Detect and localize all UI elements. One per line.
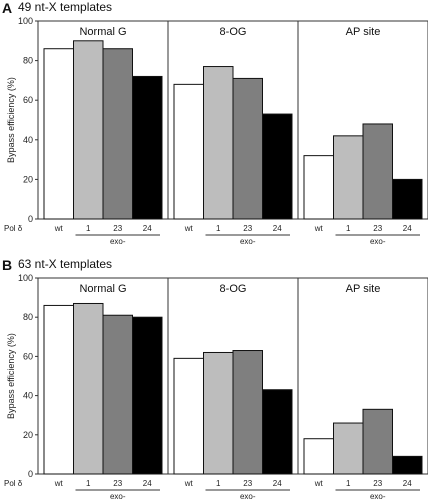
panel-b-bar xyxy=(333,422,364,475)
panel-b-pol-label: Pol δ xyxy=(4,479,23,488)
panel-a-bar xyxy=(362,123,393,220)
panel-a-y-tick-label: 40 xyxy=(23,135,33,145)
panel-a-y-tick-label: 80 xyxy=(23,56,33,66)
panel-b-category-label: wt xyxy=(184,479,194,488)
panel-a-bar xyxy=(102,48,133,220)
panel-b-bar xyxy=(303,438,334,475)
panel-a-category-label: 24 xyxy=(273,224,282,233)
panel-b-category-label: 1 xyxy=(346,479,351,488)
panel-a-bar xyxy=(262,113,293,220)
panel-a-group-label: 8-OG xyxy=(220,26,247,38)
panel-b-category-label: 1 xyxy=(216,479,221,488)
panel-a-exo-label: exo- xyxy=(240,237,256,246)
panel-a-category-label: 1 xyxy=(86,224,91,233)
panel-b-category-label: 24 xyxy=(403,479,412,488)
panel-b-group-label: 8-OG xyxy=(220,283,247,295)
panel-a-bar xyxy=(173,83,204,220)
panel-b-category-label: 23 xyxy=(113,479,122,488)
panel-b-y-tick-label: 0 xyxy=(28,469,33,479)
panel-a-category-label: 23 xyxy=(373,224,382,233)
panel-b-y-tick-label: 20 xyxy=(23,430,33,440)
panel-a-exo-label: exo- xyxy=(370,237,386,246)
panel-a-bar xyxy=(132,75,163,220)
panel-b-chart: Bypass efficiency (%) 0 20 40 60 80 100 Normal … xyxy=(4,273,428,501)
panel-a-title: 49 nt-X templates xyxy=(18,0,113,14)
panel-b-y-tick-label: 40 xyxy=(23,391,33,401)
panel-a-bar xyxy=(203,66,234,220)
panel-b-y-axis-label: Bypass efficiency (%) xyxy=(6,333,16,419)
panel-a-chart: Bypass efficiency (%) 0 20 40 60 80 100 Normal … xyxy=(4,16,428,246)
panel-a-bar xyxy=(392,178,423,220)
panel-b-title: 63 nt-X templates xyxy=(18,257,113,271)
panel-a-category-label: 1 xyxy=(346,224,351,233)
panel-a-pol-label: Pol δ xyxy=(4,224,23,233)
panel-a-exo-label: exo- xyxy=(110,237,126,246)
panel-b-category-label: 23 xyxy=(373,479,382,488)
panel-b-bar xyxy=(132,316,163,475)
panel-b-bar xyxy=(173,357,204,475)
panel-b-bar xyxy=(392,455,423,475)
panel-a-group-label: AP site xyxy=(346,26,381,38)
panel-b-bar xyxy=(73,302,104,475)
panel-b-category-label: 1 xyxy=(86,479,91,488)
panel-b-group-label: AP site xyxy=(346,283,381,295)
panel-b-category-label: 24 xyxy=(143,479,152,488)
panel-b-group-label: Normal G xyxy=(79,283,126,295)
panel-a-category-label: 24 xyxy=(403,224,412,233)
panel-b-bar xyxy=(232,350,263,475)
panel-b-bar xyxy=(362,408,393,475)
panel-a-category-label: 23 xyxy=(113,224,122,233)
panel-a-bar xyxy=(303,155,334,220)
panel-b-y-tick-label: 60 xyxy=(23,351,33,361)
panel-a-group-label: Normal G xyxy=(79,26,126,38)
panel-a-bar xyxy=(333,135,364,220)
panel-a-letter: A xyxy=(2,0,13,16)
panel-a-category-label: 24 xyxy=(143,224,152,233)
panel-b-exo-label: exo- xyxy=(110,492,126,501)
panel-b-y-tick-label: 100 xyxy=(18,273,33,283)
panel-b-bar xyxy=(43,304,74,475)
panel-b-category-label: 24 xyxy=(273,479,282,488)
panel-b-y-tick-label: 80 xyxy=(23,312,33,322)
panel-b-category-label: wt xyxy=(54,479,64,488)
panel-a-y-tick-label: 100 xyxy=(18,16,33,26)
panel-a-y-tick-label: 0 xyxy=(28,214,33,224)
panel-a-y-tick-label: 60 xyxy=(23,95,33,105)
panel-b-exo-label: exo- xyxy=(240,492,256,501)
panel-a-bar xyxy=(232,77,263,220)
panel-a-bar xyxy=(73,40,104,220)
panel-a-category-label: wt xyxy=(54,224,64,233)
panel-b-letter: B xyxy=(2,257,13,273)
panel-a-category-label: 23 xyxy=(243,224,252,233)
panel-b-exo-label: exo- xyxy=(370,492,386,501)
panel-a-category-label: wt xyxy=(184,224,194,233)
panel-a-bar xyxy=(43,48,74,220)
panel-a-category-label: 1 xyxy=(216,224,221,233)
panel-b-bar xyxy=(262,389,293,475)
panel-a-y-tick-label: 20 xyxy=(23,174,33,184)
panel-b-category-label: wt xyxy=(314,479,324,488)
panel-a-category-label: wt xyxy=(314,224,324,233)
panel-b-bar xyxy=(203,351,234,475)
panel-b-bar xyxy=(102,314,133,475)
panel-a-y-axis-label: Bypass efficiency (%) xyxy=(6,77,16,163)
panel-b-category-label: 23 xyxy=(243,479,252,488)
